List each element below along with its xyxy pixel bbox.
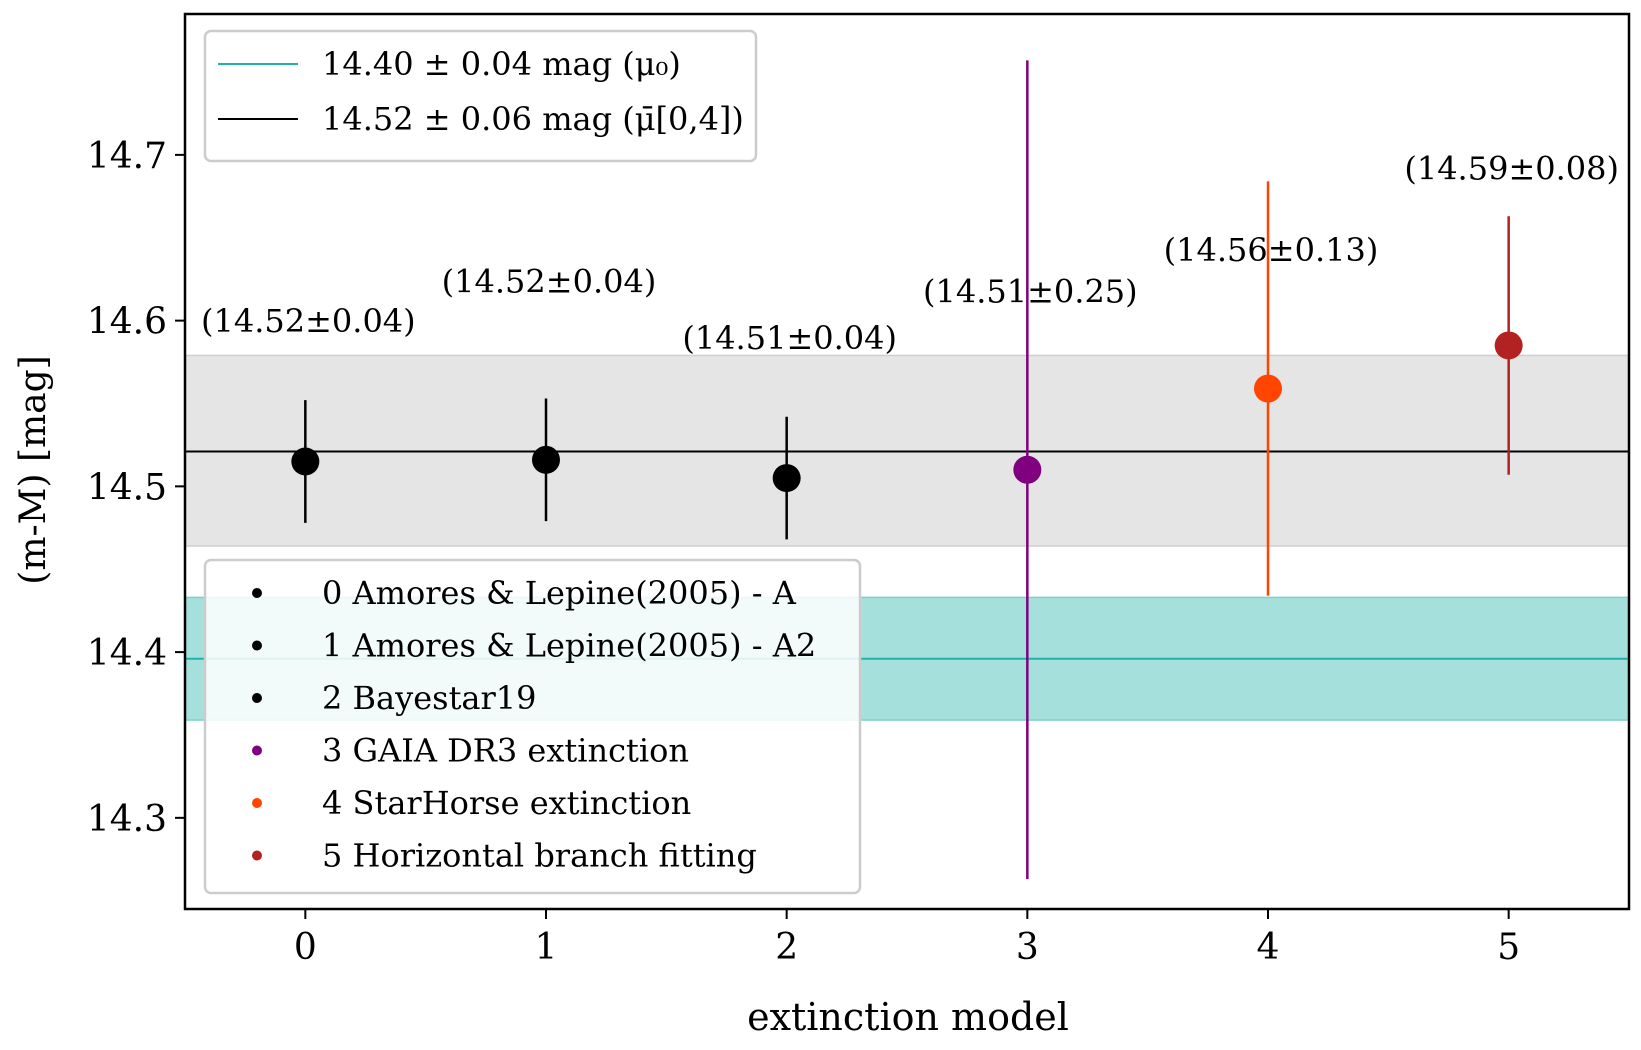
legend-lines-box <box>203 29 758 163</box>
point-labels-layer: (14.52±0.04) (14.52±0.04) (14.51±0.04) (14.… <box>201 150 1619 357</box>
legend-models: 0 Amores & Lepine(2005) - A 1 Amores & Le… <box>203 558 862 895</box>
y-tick-label-0: 14.3 <box>87 799 167 840</box>
data-point-1 <box>532 445 560 474</box>
legend-models-box <box>203 558 862 895</box>
legend-model-label-2: 2 Bayestar19 <box>322 679 537 717</box>
point-label-5: (14.59±0.08) <box>1404 150 1619 188</box>
legend-model-label-1: 1 Amores & Lepine(2005) - A2 <box>322 627 816 665</box>
point-label-1: (14.52±0.04) <box>442 262 657 300</box>
legend-model-marker-1 <box>252 640 262 651</box>
legend-lines: 14.40 ± 0.04 mag (μ₀) 14.52 ± 0.06 mag (μ… <box>203 29 758 163</box>
legend-model-marker-4 <box>252 798 262 808</box>
data-point-3 <box>1013 455 1042 484</box>
y-tick-label-2: 14.5 <box>87 467 167 508</box>
point-label-3: (14.51±0.25) <box>923 272 1138 310</box>
y-tick-label-4: 14.7 <box>87 136 167 177</box>
legend-model-marker-3 <box>252 745 262 756</box>
legend-model-marker-5 <box>252 850 262 861</box>
plot-frame <box>183 12 1631 911</box>
legend-model-label-0: 0 Amores & Lepine(2005) - A <box>322 574 797 612</box>
legend-line-label-0: 14.40 ± 0.04 mag (μ₀) <box>322 45 681 83</box>
point-label-2: (14.51±0.04) <box>682 319 897 357</box>
x-axis-label: extinction model <box>747 995 1069 1039</box>
y-axis-ticks: 14.3 14.4 14.5 14.6 14.7 <box>87 136 185 840</box>
x-tick-label-3: 3 <box>1016 927 1039 968</box>
x-tick-label-4: 4 <box>1257 927 1280 968</box>
legend-model-label-5: 5 Horizontal branch fitting <box>322 837 757 875</box>
legend-model-marker-0 <box>252 588 262 598</box>
x-tick-label-0: 0 <box>294 927 317 968</box>
x-tick-label-1: 1 <box>535 927 558 968</box>
legend-line-label-1: 14.52 ± 0.06 mag (μ̄[0,4]) <box>322 100 744 138</box>
point-label-4: (14.56±0.13) <box>1164 231 1379 269</box>
legend-model-marker-2 <box>252 693 262 703</box>
legend-model-label-4: 4 StarHorse extinction <box>322 784 691 822</box>
points-layer <box>291 331 1523 493</box>
data-point-4 <box>1254 374 1282 403</box>
y-tick-label-3: 14.6 <box>87 302 167 343</box>
point-label-0: (14.52±0.04) <box>201 302 416 340</box>
y-axis-label: (m-M) [mag] <box>13 355 54 584</box>
data-point-5 <box>1494 331 1523 360</box>
y-tick-label-1: 14.4 <box>87 633 167 674</box>
x-axis-ticks: 0 1 2 3 4 5 <box>294 909 1520 968</box>
x-tick-label-2: 2 <box>775 927 798 968</box>
data-point-0 <box>291 447 320 476</box>
legend-model-label-3: 3 GAIA DR3 extinction <box>322 732 689 770</box>
x-tick-label-5: 5 <box>1497 927 1520 968</box>
data-point-2 <box>772 464 801 493</box>
